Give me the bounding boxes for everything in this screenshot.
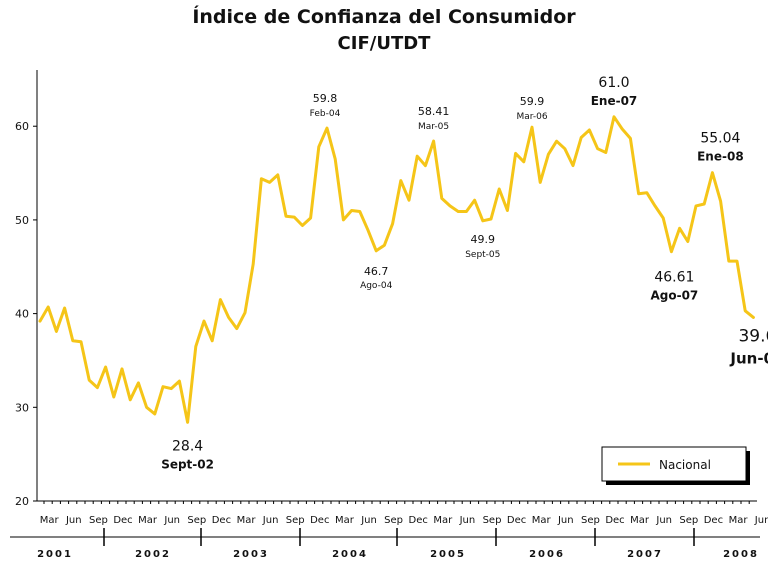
annotation-value: 55.04 xyxy=(700,131,740,147)
x-tick-label: Jun xyxy=(360,515,377,526)
x-tick-label: Sep xyxy=(679,515,698,526)
annotation-label: Feb-04 xyxy=(310,109,341,119)
annotation-label: Mar-06 xyxy=(516,112,547,122)
x-tick-label: Jun xyxy=(655,515,672,526)
x-tick-label: Jun xyxy=(262,515,279,526)
annotation-value: 58.41 xyxy=(418,105,450,118)
x-tick-label: Mar xyxy=(433,515,453,526)
annotation-value: 49.9 xyxy=(471,233,496,246)
x-tick-label: Sep xyxy=(286,515,305,526)
annotation-label: Ago-07 xyxy=(650,289,698,303)
x-tick-label: Dec xyxy=(212,515,231,526)
x-tick-label: Jun xyxy=(459,515,476,526)
y-tick-label: 30 xyxy=(15,401,29,414)
x-tick-label: Dec xyxy=(113,515,132,526)
x-tick-label: Jun xyxy=(163,515,180,526)
annotation-value: 46.7 xyxy=(364,265,389,278)
x-tick-label: Mar xyxy=(630,515,650,526)
x-tick-label: Mar xyxy=(532,515,552,526)
x-tick-label: Dec xyxy=(704,515,723,526)
x-tick-label: Sep xyxy=(384,515,403,526)
x-tick-label: Sep xyxy=(581,515,600,526)
x-tick-label: Dec xyxy=(507,515,526,526)
y-tick-label: 40 xyxy=(15,308,29,321)
year-label: 2006 xyxy=(529,549,565,560)
x-tick-label: Dec xyxy=(409,515,428,526)
year-label: 2008 xyxy=(723,549,759,560)
chart-title: Índice de Confianza del Consumidor xyxy=(192,6,576,28)
x-tick-label: Jun xyxy=(65,515,82,526)
x-tick-label: Mar xyxy=(729,515,749,526)
x-tick-label: Dec xyxy=(605,515,624,526)
annotation-label: Ene-08 xyxy=(697,150,744,164)
annotation-label: Mar-05 xyxy=(418,122,449,132)
x-tick-label: Mar xyxy=(335,515,355,526)
annotation-label: Ago-04 xyxy=(360,281,393,291)
annotation-value: 39.6 xyxy=(738,326,768,346)
y-tick-label: 20 xyxy=(15,495,29,508)
x-tick-label: Dec xyxy=(310,515,329,526)
x-tick-label: Mar xyxy=(237,515,257,526)
annotation-label: Sept-05 xyxy=(465,250,500,260)
annotation-label: Sept-02 xyxy=(161,457,214,471)
annotation-label: Ene-07 xyxy=(591,94,638,108)
x-tick-label: Sep xyxy=(187,515,206,526)
annotation-value: 46.61 xyxy=(654,270,694,286)
year-label: 2007 xyxy=(627,549,663,560)
x-tick-label: Jun xyxy=(754,515,768,526)
year-label: 2001 xyxy=(37,549,73,560)
series-line-nacional xyxy=(38,115,755,424)
x-tick-label: Mar xyxy=(138,515,158,526)
year-label: 2002 xyxy=(135,549,171,560)
annotation-label: Jun-08 xyxy=(729,349,768,367)
chart-subtitle: CIF/UTDT xyxy=(337,33,431,54)
year-label: 2003 xyxy=(233,549,269,560)
x-tick-label: Sep xyxy=(89,515,108,526)
annotation-value: 59.8 xyxy=(313,92,338,105)
legend-label-nacional: Nacional xyxy=(659,458,711,472)
year-label: 2004 xyxy=(332,549,368,560)
y-tick-label: 50 xyxy=(15,214,29,227)
annotation-value: 59.9 xyxy=(520,95,545,108)
annotation-value: 61.0 xyxy=(598,75,629,91)
y-tick-label: 60 xyxy=(15,120,29,133)
x-tick-label: Sep xyxy=(483,515,502,526)
year-label: 2005 xyxy=(430,549,466,560)
x-tick-label: Jun xyxy=(557,515,574,526)
annotation-value: 28.4 xyxy=(172,438,203,454)
x-tick-label: Mar xyxy=(40,515,60,526)
